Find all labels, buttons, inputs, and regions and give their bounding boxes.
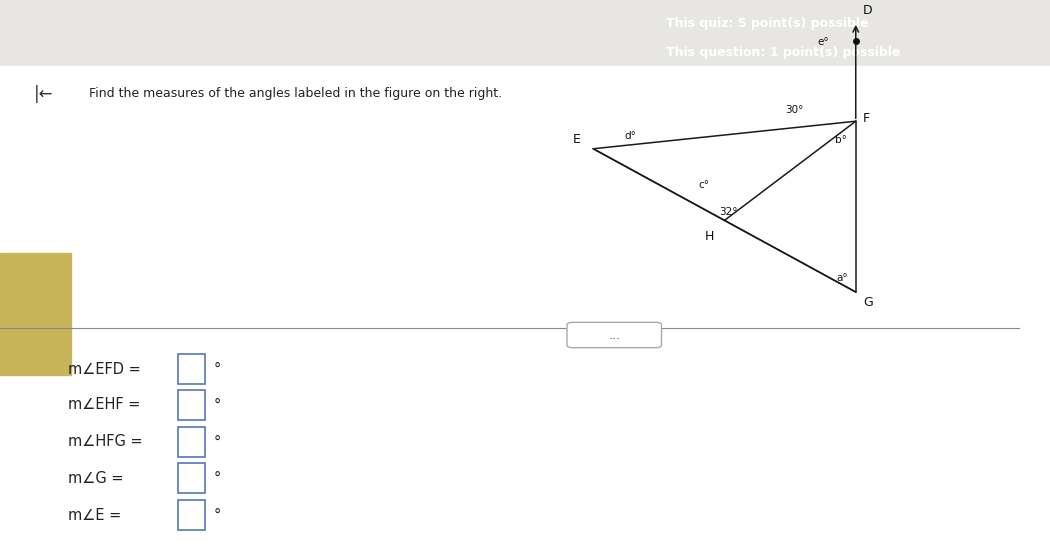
Text: Find the measures of the angles labeled in the figure on the right.: Find the measures of the angles labeled … (89, 87, 502, 100)
Text: m∠E =: m∠E = (68, 507, 122, 523)
Text: m∠G =: m∠G = (68, 471, 124, 486)
Text: This quiz: 5 point(s) possible: This quiz: 5 point(s) possible (666, 17, 868, 30)
Text: °: ° (213, 507, 220, 523)
Text: b°: b° (835, 135, 846, 145)
Bar (178, 463, 205, 494)
Bar (178, 390, 205, 420)
Text: m∠HFG =: m∠HFG = (68, 434, 143, 450)
Text: 32°: 32° (719, 207, 738, 217)
Text: e°: e° (818, 37, 830, 47)
Text: d°: d° (625, 131, 636, 141)
Text: °: ° (213, 361, 220, 377)
Text: D: D (863, 3, 873, 17)
Text: a°: a° (837, 273, 848, 283)
Text: F: F (863, 112, 870, 125)
Text: This question: 1 point(s) possible: This question: 1 point(s) possible (666, 46, 900, 60)
Bar (178, 354, 205, 385)
Bar (178, 500, 205, 530)
Bar (178, 426, 205, 457)
Bar (0, 253, 71, 375)
Text: m∠EHF =: m∠EHF = (68, 397, 141, 413)
Text: c°: c° (698, 180, 709, 190)
Text: |←: |← (35, 85, 54, 102)
Text: G: G (863, 296, 873, 310)
Text: °: ° (213, 471, 220, 486)
Bar (0, 66, 1050, 551)
FancyBboxPatch shape (567, 322, 662, 348)
Text: E: E (573, 133, 581, 146)
Text: 30°: 30° (785, 105, 803, 115)
Text: H: H (705, 230, 714, 244)
Text: °: ° (213, 397, 220, 413)
Text: m∠EFD =: m∠EFD = (68, 361, 141, 377)
Text: ...: ... (608, 328, 621, 342)
Text: °: ° (213, 434, 220, 450)
